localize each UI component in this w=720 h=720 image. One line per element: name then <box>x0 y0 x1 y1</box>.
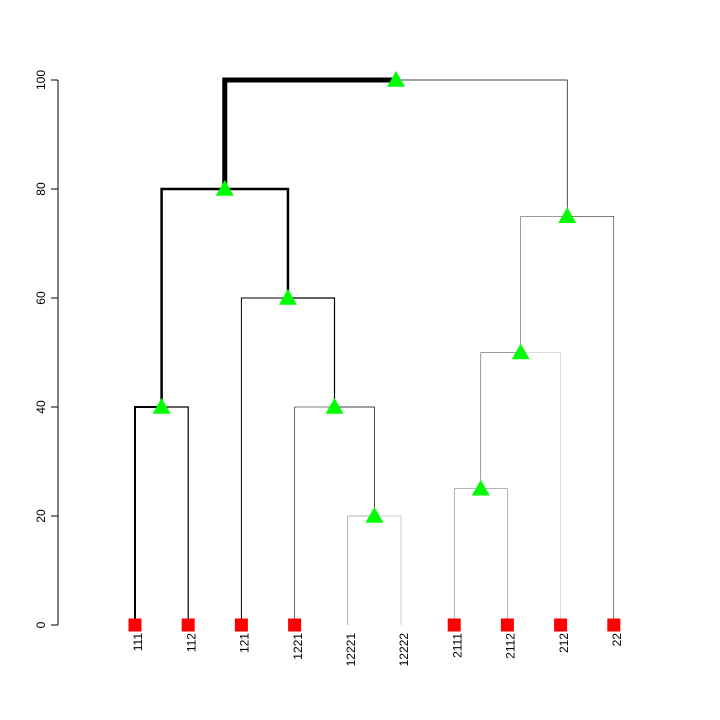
leaf-marker <box>234 618 248 632</box>
leaf-marker <box>128 618 142 632</box>
y-axis: 0 20 40 60 80 100 <box>34 70 59 628</box>
branch-212 <box>520 352 561 625</box>
branch-2112 <box>480 488 508 625</box>
y-tick-label: 100 <box>34 70 48 90</box>
branch-122 <box>287 297 336 407</box>
branch-22 <box>567 216 615 625</box>
leaf-labels: 111 112 121 1221 12221 12222 2111 2112 212 22 <box>131 633 624 667</box>
branch-12 <box>224 187 290 298</box>
leaf-label: 112 <box>184 633 198 652</box>
node-marker <box>152 398 171 414</box>
node-marker <box>511 343 530 360</box>
dendrogram-markers <box>128 71 621 632</box>
leaf-label: 12221 <box>344 633 358 667</box>
branch-12221 <box>347 515 375 625</box>
branch-111 <box>134 406 162 625</box>
leaf-marker <box>181 618 195 632</box>
leaf-marker <box>500 618 514 632</box>
leaf-marker <box>288 618 302 632</box>
dendrogram-branches <box>134 77 615 625</box>
leaf-marker <box>447 618 461 632</box>
branch-1222 <box>334 406 375 516</box>
node-marker <box>215 180 234 196</box>
node-marker <box>387 71 406 87</box>
branch-112 <box>161 406 189 625</box>
leaf-label: 12222 <box>397 633 411 667</box>
y-tick-label: 20 <box>34 509 48 523</box>
leaf-label: 22 <box>610 633 624 647</box>
branch-21 <box>520 216 568 353</box>
y-tick-label: 80 <box>34 182 48 196</box>
leaf-label: 1221 <box>291 633 305 660</box>
leaf-label: 212 <box>557 633 571 653</box>
leaf-label: 2111 <box>450 633 464 658</box>
leaf-label: 121 <box>238 633 252 653</box>
branch-2 <box>396 79 568 217</box>
y-tick-label: 60 <box>34 291 48 305</box>
branch-11 <box>160 187 225 407</box>
y-tick-label: 0 <box>34 621 48 628</box>
branch-2111 <box>454 488 481 625</box>
branch-1221 <box>294 406 335 625</box>
node-marker <box>325 398 344 414</box>
leaf-marker <box>607 618 621 632</box>
node-marker <box>558 207 577 223</box>
branch-121 <box>240 297 288 625</box>
node-marker <box>471 479 490 496</box>
node-marker <box>278 289 297 305</box>
leaf-label: 2112 <box>504 633 518 659</box>
branch-12222 <box>374 515 402 625</box>
branch-211 <box>480 352 521 489</box>
y-tick-label: 40 <box>34 400 48 414</box>
branch-1 <box>222 77 397 189</box>
leaf-label: 111 <box>131 633 145 652</box>
leaf-marker <box>554 618 568 632</box>
node-marker <box>365 507 384 523</box>
